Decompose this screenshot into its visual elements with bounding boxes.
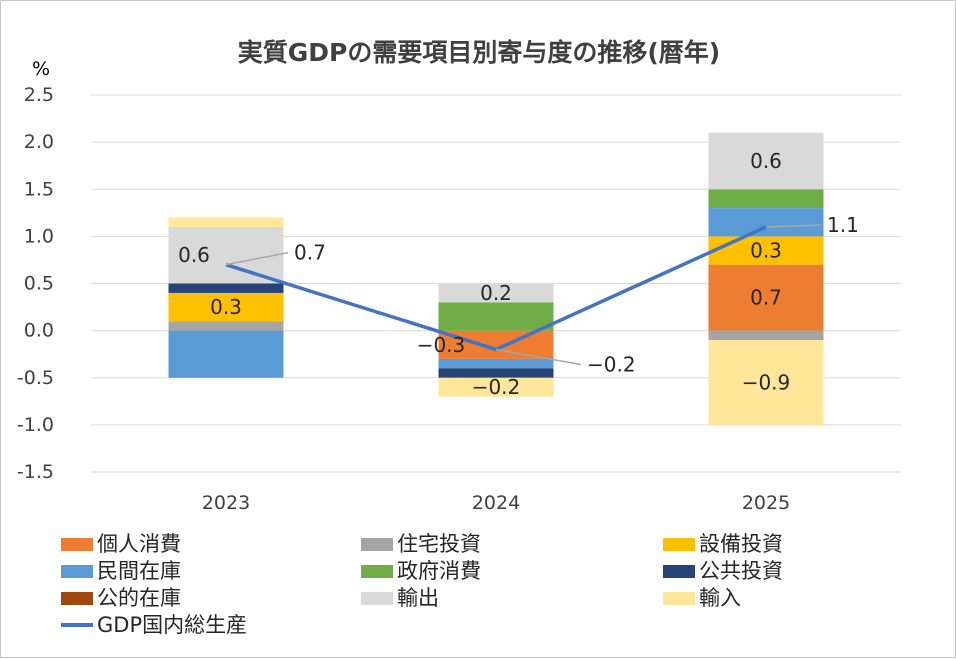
legend-label: 民間在庫	[97, 559, 181, 583]
bar-segment	[438, 283, 554, 303]
bar-data-label: −0.3	[417, 333, 466, 357]
y-tick-label: 0.5	[24, 273, 54, 295]
bar-segment	[438, 330, 554, 359]
bar-data-label: 0.2	[480, 281, 512, 305]
y-tick-label: -1.5	[17, 461, 54, 483]
y-tick-label: 1.0	[24, 225, 54, 247]
bar-segment	[168, 226, 284, 284]
bar-data-label: 0.6	[750, 149, 782, 173]
legend-swatch	[663, 538, 695, 551]
bar-segment	[438, 358, 554, 369]
y-unit-label: %	[32, 58, 50, 80]
chart-title: 実質GDPの需要項目別寄与度の推移(暦年)	[238, 38, 720, 67]
bar-segment	[708, 189, 824, 209]
legend-label: 住宅投資	[397, 532, 481, 556]
legend-label: 設備投資	[699, 532, 783, 556]
bar-segment	[168, 321, 284, 331]
gdp-data-label: −0.2	[587, 352, 636, 376]
bar-segment	[708, 264, 824, 331]
y-tick-label: -0.5	[17, 367, 54, 389]
legend-label: 公共投資	[699, 559, 783, 583]
x-axis-ticks: 2023 2024 2025	[202, 492, 790, 514]
y-tick-label: -1.0	[17, 414, 54, 436]
legend-label: 輸出	[397, 586, 439, 610]
y-axis-ticks: 2.5 2.0 1.5 1.0 0.5 0.0 -0.5 -1.0 -1.5	[17, 84, 54, 483]
legend-swatch	[663, 565, 695, 578]
legend-swatch	[61, 592, 93, 605]
gdp-leader-line	[495, 348, 582, 366]
gdp-line-layer	[225, 224, 822, 366]
legend-label: 輸入	[699, 586, 741, 610]
bar-segment	[708, 340, 824, 425]
bar-segment	[168, 283, 284, 293]
legend-label: 公的在庫	[97, 586, 181, 610]
bar-data-label: −0.9	[742, 370, 791, 394]
x-tick-label: 2023	[202, 492, 250, 514]
gdp-leader-line	[765, 224, 822, 228]
y-tick-label: 0.0	[24, 320, 54, 342]
x-tick-label: 2025	[742, 492, 790, 514]
bar-segment	[438, 302, 554, 331]
bar-segment	[438, 377, 554, 397]
bar-segment	[168, 292, 284, 322]
bar-segment	[708, 236, 824, 265]
y-tick-label: 2.5	[24, 84, 54, 106]
bar-segment	[438, 368, 554, 378]
y-tick-label: 1.5	[24, 178, 54, 200]
gdp-data-label: 1.1	[827, 213, 859, 237]
bar-data-label: 0.6	[178, 243, 210, 267]
legend-swatch	[361, 565, 393, 578]
bar-data-label: 0.3	[750, 239, 782, 263]
bars	[168, 132, 824, 425]
bar-segment	[708, 132, 824, 190]
legend-label: 個人消費	[97, 532, 181, 556]
legend-swatch	[61, 565, 93, 578]
bar-segment	[708, 208, 824, 237]
bar-segment	[168, 330, 284, 378]
bar-data-label: −0.2	[472, 375, 521, 399]
bar-segment	[708, 330, 824, 341]
legend-swatch	[361, 592, 393, 605]
legend-swatch	[61, 538, 93, 551]
gdp-leader-line	[225, 251, 289, 266]
legend-swatch	[361, 538, 393, 551]
legend-label: GDP国内総生産	[97, 613, 247, 637]
bar-segment	[168, 217, 284, 227]
gdp-data-label: 0.7	[294, 241, 326, 265]
legend-swatch	[663, 592, 695, 605]
x-tick-label: 2024	[472, 492, 520, 514]
data-labels: 0.3 0.6 −0.3 0.2 −0.2 0.7 0.3 0.6 −0.9 0.7 −0.2 1.1	[178, 149, 859, 399]
bar-data-label: 0.3	[210, 295, 242, 319]
bar-data-label: 0.7	[750, 286, 782, 310]
legend-label: 政府消費	[397, 559, 481, 583]
y-tick-label: 2.0	[24, 131, 54, 153]
